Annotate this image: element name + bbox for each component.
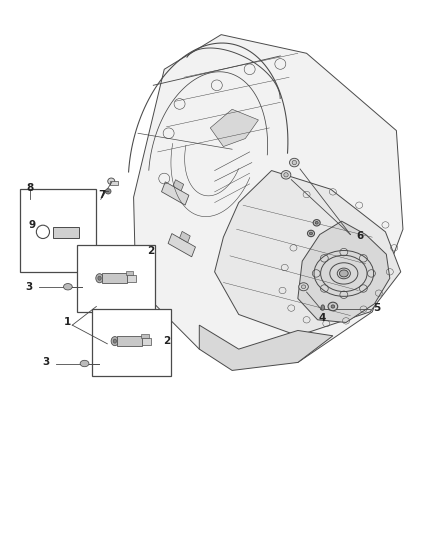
Ellipse shape [284,173,288,177]
Polygon shape [199,325,333,370]
Polygon shape [298,221,390,322]
Text: 3: 3 [42,358,49,367]
Polygon shape [180,231,190,243]
Bar [141,334,148,337]
Ellipse shape [299,282,308,291]
Text: 7: 7 [99,190,106,199]
Polygon shape [162,182,189,205]
Bar [92,309,171,376]
Ellipse shape [111,336,119,346]
Ellipse shape [328,302,338,311]
Bar [126,271,133,274]
Polygon shape [215,171,401,336]
Ellipse shape [307,230,314,237]
Ellipse shape [290,158,299,167]
Bar [142,337,151,345]
Bar [77,245,155,312]
Polygon shape [173,180,184,191]
Text: 1: 1 [64,318,71,327]
Bar [102,273,127,284]
Ellipse shape [281,171,291,179]
Ellipse shape [309,232,312,235]
Bar [127,274,136,282]
Ellipse shape [331,305,335,308]
Text: 2: 2 [163,336,170,346]
Ellipse shape [292,160,297,165]
Text: 8: 8 [26,183,33,193]
Bar [110,181,118,185]
Ellipse shape [80,360,89,367]
Ellipse shape [64,284,72,290]
Ellipse shape [98,276,101,280]
Text: 9: 9 [28,220,35,230]
Ellipse shape [96,273,103,283]
Text: 6: 6 [357,231,364,240]
Bar [117,336,142,346]
Ellipse shape [301,285,306,289]
Ellipse shape [313,220,320,226]
Text: 5: 5 [373,303,380,313]
Text: 2: 2 [148,246,155,255]
Text: 4: 4 [319,313,326,323]
Ellipse shape [315,222,318,224]
Ellipse shape [105,189,111,194]
Polygon shape [168,233,195,257]
Text: 3: 3 [25,282,32,292]
Bar [20,189,96,272]
Bar [53,227,79,238]
Ellipse shape [113,339,117,343]
Polygon shape [134,35,403,362]
Polygon shape [210,109,258,147]
Ellipse shape [108,178,115,184]
Ellipse shape [339,270,348,277]
Ellipse shape [321,305,325,310]
